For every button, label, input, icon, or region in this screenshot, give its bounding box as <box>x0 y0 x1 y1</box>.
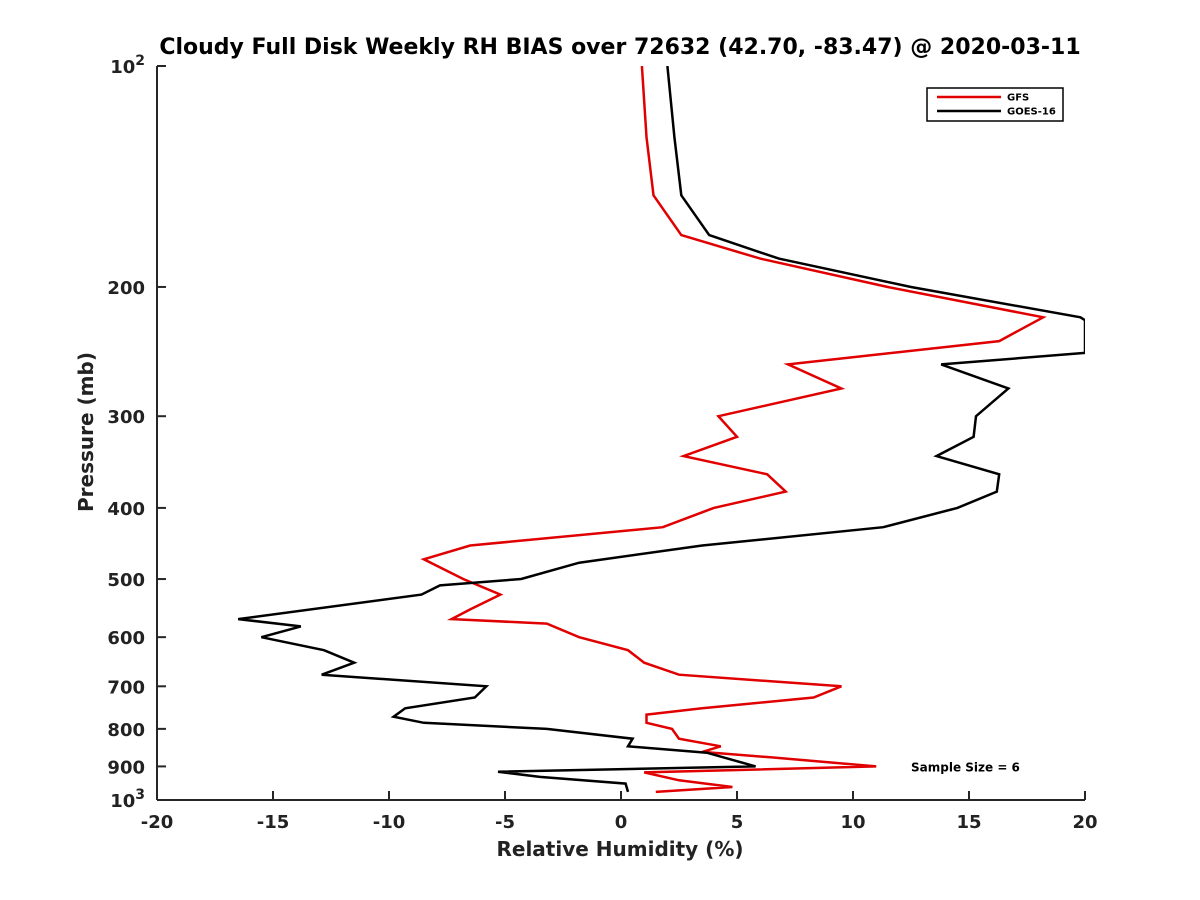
y-tick-label-base: 900 <box>107 757 145 778</box>
y-tick-label: 800 <box>107 720 145 741</box>
series-line-gfs <box>420 66 1047 794</box>
y-axis-label: Pressure (mb) <box>74 352 98 512</box>
y-tick-label-base: 400 <box>107 499 145 520</box>
y-tick-label: 103 <box>110 787 145 812</box>
y-tick-label-base: 500 <box>107 570 145 591</box>
y-tick-label: 400 <box>107 499 145 520</box>
y-tick-label: 300 <box>107 407 145 428</box>
legend-box <box>926 87 1064 122</box>
x-tick-label: -10 <box>373 812 406 833</box>
x-tick-label: -5 <box>495 812 515 833</box>
y-tick-label-exponent: 3 <box>135 787 145 803</box>
y-tick-label: 600 <box>107 628 145 649</box>
chart-title: Cloudy Full Disk Weekly RH BIAS over 726… <box>159 35 1080 60</box>
y-tick-label-base: 700 <box>107 677 145 698</box>
legend: GFS GOES-16 <box>926 87 1064 122</box>
y-tick-label-base: 10 <box>110 791 135 812</box>
y-tick-label-base: 800 <box>107 720 145 741</box>
x-tick-label: 15 <box>956 812 981 833</box>
series-line-goes-16 <box>238 66 1085 793</box>
x-tick-label: 10 <box>840 812 865 833</box>
plot-area: -20 -15 -10 -5 0 5 10 15 20102200300400500600700… <box>107 53 1097 833</box>
x-axis-label: Relative Humidity (%) <box>496 837 743 861</box>
sample-size-annotation: Sample Size = 6 <box>911 760 1020 774</box>
legend-label: GFS <box>1007 93 1029 104</box>
y-tick-label: 200 <box>107 278 145 299</box>
y-tick-label-base: 600 <box>107 628 145 649</box>
y-tick-label-exponent: 2 <box>135 53 145 69</box>
x-tick-label: -20 <box>141 812 174 833</box>
y-tick-label-base: 300 <box>107 407 145 428</box>
legend-label: GOES-16 <box>1007 107 1056 118</box>
y-tick-label: 500 <box>107 570 145 591</box>
y-tick-label-base: 10 <box>110 57 135 78</box>
x-tick-label: 5 <box>731 812 744 833</box>
y-tick-label: 900 <box>107 757 145 778</box>
x-tick-label: 20 <box>1072 812 1097 833</box>
y-tick-label: 102 <box>110 53 145 78</box>
x-tick-label: 0 <box>615 812 628 833</box>
x-tick-label: -15 <box>257 812 290 833</box>
y-tick-label-base: 200 <box>107 278 145 299</box>
y-tick-label: 700 <box>107 677 145 698</box>
